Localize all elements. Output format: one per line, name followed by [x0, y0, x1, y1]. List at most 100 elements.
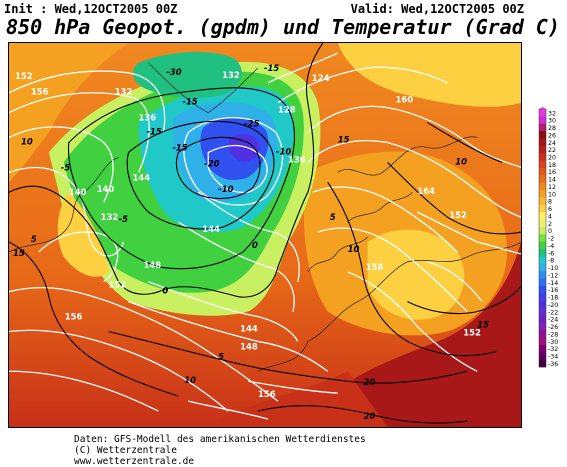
temperature-contours	[9, 43, 521, 424]
scale-label: -2	[548, 236, 554, 243]
scale-swatch	[539, 315, 546, 324]
temperature-field-europe-core	[367, 229, 465, 320]
init-time: Init : Wed,12OCT2005 00Z	[4, 2, 178, 16]
scale-swatch	[539, 131, 546, 139]
geo-label: 152	[109, 280, 127, 290]
scale-swatch	[539, 226, 546, 235]
temp-label: -10	[218, 184, 233, 194]
scale-swatch	[539, 167, 546, 176]
scale-label: 20	[548, 154, 556, 161]
temp-label: -10	[276, 146, 291, 156]
scale-swatch	[539, 337, 546, 346]
scale-swatch	[539, 330, 546, 338]
geo-label: 160	[395, 95, 413, 105]
scale-label: -26	[548, 324, 558, 331]
scale-label: -36	[548, 361, 558, 368]
scale-label: -12	[548, 272, 558, 279]
scale-label: 24	[548, 140, 556, 147]
scale-label: 26	[548, 132, 556, 139]
scale-label: -34	[548, 354, 558, 361]
scale-label: -16	[548, 287, 558, 294]
temp-label: -15	[172, 142, 187, 152]
geo-label: 156	[258, 389, 276, 399]
temp-label: -30	[166, 67, 181, 77]
geo-label: 132	[222, 70, 240, 80]
temp-label: 5	[31, 234, 37, 244]
geo-label: 152	[463, 327, 481, 337]
geo-label: 156	[65, 312, 83, 322]
valid-time: Valid: Wed,12OCT2005 00Z	[350, 2, 524, 16]
scale-swatch	[539, 241, 546, 250]
temp-label: 0	[162, 286, 168, 296]
temp-label: 20	[364, 411, 376, 421]
scale-label: -8	[548, 258, 554, 265]
scale-label: 12	[548, 184, 556, 191]
scale-label: -6	[548, 250, 554, 257]
scale-swatch	[539, 278, 546, 287]
scale-swatch	[539, 293, 546, 301]
scale-label: 18	[548, 162, 556, 169]
geo-label: 144	[133, 172, 151, 182]
geo-label: 144	[240, 324, 258, 334]
scale-swatch	[539, 138, 546, 147]
temp-label: 10	[21, 136, 33, 146]
scale-label: 28	[548, 125, 556, 132]
scale-label: -32	[548, 346, 558, 353]
temp-label: 10	[455, 156, 467, 166]
geo-label: 136	[138, 113, 156, 123]
temp-label: -25	[244, 119, 259, 129]
geo-label: 144	[202, 224, 220, 234]
scale-label: 22	[548, 147, 556, 154]
scale-swatch	[539, 109, 546, 117]
scale-label: -14	[548, 280, 558, 287]
scale-label: -24	[548, 317, 558, 324]
scale-swatch	[539, 153, 546, 161]
scale-swatch	[539, 234, 546, 242]
scale-swatch	[539, 212, 546, 220]
temperature-field-atlantic-warm	[57, 192, 109, 277]
geo-label: 124	[312, 73, 330, 83]
scale-swatch	[539, 175, 546, 184]
scale-swatch	[539, 249, 546, 257]
scale-label: -30	[548, 339, 558, 346]
scale-label: 6	[548, 206, 552, 213]
color-scale-legend: 32302826242220181614121086420-2-4-6-8-10…	[538, 107, 558, 368]
scale-swatch	[539, 271, 546, 279]
geopotential-labels: 152 156 132 136 140 144 128 124 132 148 …	[15, 70, 481, 399]
temp-label: -5	[119, 214, 129, 224]
geo-label: 152	[15, 71, 33, 81]
scale-label: -10	[548, 265, 558, 272]
scale-swatch	[539, 145, 546, 154]
geo-label: 136	[288, 154, 306, 164]
temp-label: -15	[146, 127, 161, 137]
scale-label: -20	[548, 302, 558, 309]
scale-label: 4	[548, 213, 552, 220]
geo-label: 140	[69, 187, 87, 197]
scale-label: 16	[548, 169, 556, 176]
scale-swatch	[539, 190, 546, 198]
scale-label: 10	[548, 191, 556, 198]
scale-swatch	[539, 219, 546, 228]
scale-label: 32	[548, 110, 556, 117]
geo-label: 132	[115, 87, 133, 97]
temperature-labels: -30 -15 -15 -25 -20 -15 -10 -5 0 -5 5 10…	[13, 63, 489, 421]
website-credit: www.wetterzentrale.de	[74, 456, 195, 467]
scale-swatch	[539, 359, 546, 368]
scale-label: 8	[548, 199, 552, 206]
temp-label: -5	[61, 162, 71, 172]
scale-swatch	[539, 116, 546, 125]
scale-swatch	[539, 322, 546, 331]
scale-swatch	[539, 263, 546, 272]
scale-swatch	[539, 204, 546, 213]
geo-label: 156	[31, 87, 49, 97]
temp-label: 15	[338, 134, 350, 144]
scale-label: 0	[548, 228, 552, 235]
scale-label: 14	[548, 177, 556, 184]
data-source-credit: Daten: GFS-Modell des amerikanischen Wet…	[74, 434, 366, 445]
scale-label: 30	[548, 118, 556, 125]
temp-label: 10	[184, 375, 196, 385]
geo-label: 164	[417, 186, 435, 196]
scale-swatch	[539, 123, 546, 132]
geo-label: 148	[240, 341, 258, 351]
temperature-field-core-deep	[228, 134, 261, 162]
